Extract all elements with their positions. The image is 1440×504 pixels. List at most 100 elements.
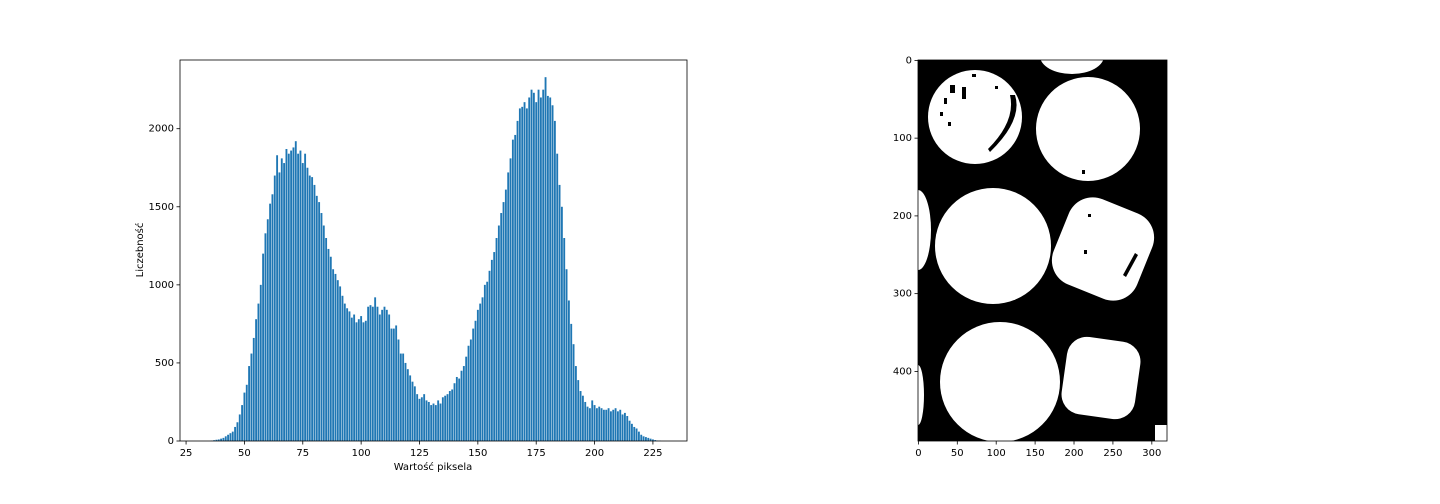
bar (572, 344, 575, 441)
bar (236, 422, 239, 441)
bar (325, 238, 328, 441)
axes-frame (179, 59, 688, 442)
bar (397, 339, 400, 441)
bar (654, 440, 657, 441)
bar (453, 383, 456, 441)
x-axis-label: Wartość piksela (394, 461, 473, 473)
x-tick-label: 200 (585, 448, 604, 459)
bar (292, 147, 295, 441)
bar (607, 408, 610, 441)
bar (514, 134, 517, 442)
bar (402, 353, 405, 441)
bar (301, 163, 304, 441)
bar (644, 437, 647, 441)
bar (392, 328, 395, 441)
bar (315, 195, 318, 441)
bar (376, 306, 379, 441)
bar (430, 405, 433, 441)
bar (259, 284, 262, 441)
bar (399, 353, 402, 441)
bar (528, 97, 531, 442)
bar (364, 320, 367, 441)
bar (621, 414, 624, 441)
x-tick-label: 125 (410, 448, 429, 459)
bar (266, 219, 269, 441)
x-tick-label: 100 (352, 448, 371, 459)
bar (544, 77, 547, 441)
bar (404, 362, 407, 441)
bar (493, 252, 496, 441)
x-tick-label: 300 (1142, 448, 1161, 459)
bar (418, 398, 421, 441)
bar (224, 436, 227, 441)
bar (598, 406, 601, 441)
bar (591, 400, 594, 441)
y-tick-label: 0 (906, 55, 912, 66)
bar (425, 400, 428, 441)
bar (343, 303, 346, 441)
bar (390, 328, 393, 441)
bar (558, 184, 561, 441)
bar (220, 438, 223, 441)
bar (476, 309, 479, 441)
y-axis-label: Liczebność (134, 223, 146, 278)
bar (502, 202, 505, 441)
bar (257, 303, 260, 441)
bar (451, 389, 454, 441)
bar (413, 386, 416, 441)
bar (385, 309, 388, 441)
bar (367, 306, 370, 441)
bar (427, 401, 430, 441)
bar (271, 194, 274, 441)
bar (383, 306, 386, 441)
bar (635, 428, 638, 441)
bar (490, 259, 493, 441)
bar (581, 395, 584, 441)
bar (304, 153, 307, 441)
x-tick-label: 250 (1103, 448, 1122, 459)
bar (518, 108, 521, 442)
bar (567, 300, 570, 441)
bar (509, 158, 512, 441)
bar (486, 281, 489, 441)
bar (229, 433, 232, 441)
bar (374, 297, 377, 441)
x-tick-label: 25 (180, 448, 193, 459)
bar (423, 394, 426, 441)
bar (238, 414, 241, 441)
x-tick-label: 0 (915, 448, 921, 459)
bar (441, 397, 444, 441)
bar (231, 431, 234, 441)
bar (523, 102, 526, 441)
bar (539, 97, 542, 442)
x-tick-label: 150 (1026, 448, 1045, 459)
bar (388, 314, 391, 441)
bar (551, 105, 554, 442)
bar (262, 253, 265, 441)
bar (446, 394, 449, 441)
bar (488, 270, 491, 441)
bar (465, 356, 468, 441)
bar (593, 405, 596, 441)
bar (336, 280, 339, 441)
x-tick-label: 75 (296, 448, 309, 459)
bar (318, 202, 321, 441)
bar (586, 406, 589, 441)
image-axes: 0 50 100 150 200 250 300 0 100 200 300 400 (893, 55, 1168, 459)
bar (637, 431, 640, 441)
bar (348, 311, 351, 441)
bar (504, 189, 507, 441)
bar (297, 153, 300, 441)
bar (432, 403, 435, 441)
bar (290, 150, 293, 442)
bar (362, 322, 365, 441)
y-tick-label: 400 (893, 366, 912, 377)
bar (280, 158, 283, 441)
bar (455, 376, 458, 441)
x-tick-label: 175 (527, 448, 546, 459)
bar (409, 375, 412, 441)
bar (437, 400, 440, 441)
bar (360, 316, 363, 441)
bar (623, 412, 626, 441)
bar (577, 380, 580, 441)
